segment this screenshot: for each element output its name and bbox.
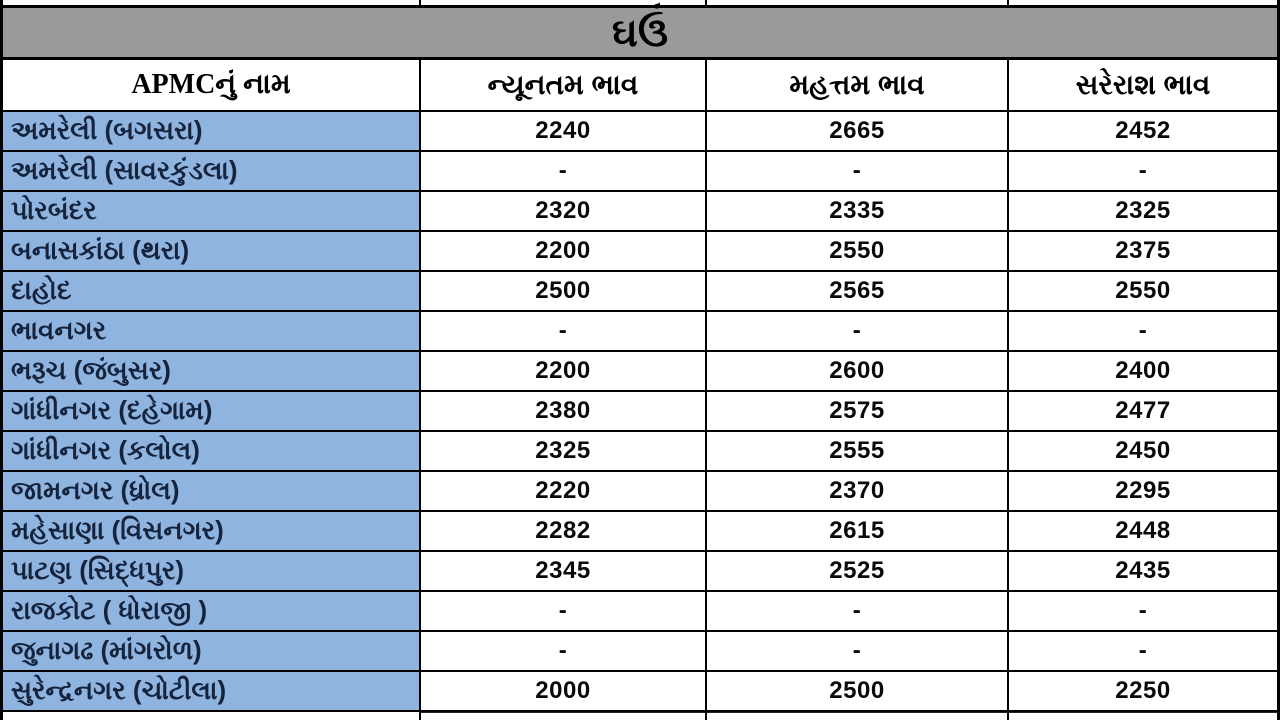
bottom-partial-cell bbox=[0, 712, 421, 720]
commodity-title: ઘઉં bbox=[611, 10, 669, 55]
apmc-name-cell: ગાંધીનગર (દહેગામ) bbox=[0, 392, 421, 432]
header-max-price: મહત્તમ ભાવ bbox=[707, 60, 1009, 112]
max-price-cell: 2525 bbox=[707, 552, 1009, 592]
avg-price-cell: 2325 bbox=[1009, 192, 1280, 232]
max-price-cell: - bbox=[707, 632, 1009, 672]
header-apmc-name: APMCનું નામ bbox=[0, 60, 421, 112]
apmc-row: ગાંધીનગર (દહેગામ) 2380 2575 2477 bbox=[0, 392, 1280, 432]
max-price-cell: 2500 bbox=[707, 672, 1009, 712]
avg-price-cell: - bbox=[1009, 312, 1280, 352]
apmc-row: અમરેલી (સાવરકુંડલા) - - - bbox=[0, 152, 1280, 192]
avg-price-cell: - bbox=[1009, 152, 1280, 192]
min-price-cell: 2380 bbox=[421, 392, 707, 432]
max-price-cell: 2615 bbox=[707, 512, 1009, 552]
max-price-cell: - bbox=[707, 592, 1009, 632]
avg-price-cell: 2448 bbox=[1009, 512, 1280, 552]
bottom-partial-cell bbox=[421, 712, 707, 720]
apmc-row: પોરબંદર 2320 2335 2325 bbox=[0, 192, 1280, 232]
apmc-row: દાહોદ 2500 2565 2550 bbox=[0, 272, 1280, 312]
max-price-cell: 2575 bbox=[707, 392, 1009, 432]
commodity-title-band: ઘઉં bbox=[0, 5, 1280, 60]
header-min-price: ન્યૂનતમ ભાવ bbox=[421, 60, 707, 112]
apmc-name-cell: સુરેન્દ્રનગર (ચોટીલા) bbox=[0, 672, 421, 712]
apmc-name-cell: રાજકોટ ( ધોરાજી ) bbox=[0, 592, 421, 632]
avg-price-cell: 2435 bbox=[1009, 552, 1280, 592]
table-body: અમરેલી (બગસરા) 2240 2665 2452 અમરેલી (સા… bbox=[0, 112, 1280, 712]
apmc-row: જુનાગઢ (માંગરોળ) - - - bbox=[0, 632, 1280, 672]
min-price-cell: 2200 bbox=[421, 232, 707, 272]
max-price-cell: 2550 bbox=[707, 232, 1009, 272]
apmc-name-cell: ભાવનગર bbox=[0, 312, 421, 352]
min-price-cell: - bbox=[421, 312, 707, 352]
apmc-row: અમરેલી (બગસરા) 2240 2665 2452 bbox=[0, 112, 1280, 152]
min-price-cell: 2345 bbox=[421, 552, 707, 592]
apmc-row: ભાવનગર - - - bbox=[0, 312, 1280, 352]
top-partial-cell bbox=[421, 0, 707, 5]
min-price-cell: 2200 bbox=[421, 352, 707, 392]
apmc-name-cell: અમરેલી (સાવરકુંડલા) bbox=[0, 152, 421, 192]
max-price-cell: - bbox=[707, 152, 1009, 192]
avg-price-cell: 2452 bbox=[1009, 112, 1280, 152]
apmc-name-cell: ભરૂચ (જંબુસર) bbox=[0, 352, 421, 392]
apmc-name-cell: જુનાગઢ (માંગરોળ) bbox=[0, 632, 421, 672]
avg-price-cell: 2400 bbox=[1009, 352, 1280, 392]
top-partial-row bbox=[0, 0, 1280, 5]
min-price-cell: - bbox=[421, 592, 707, 632]
min-price-cell: 2500 bbox=[421, 272, 707, 312]
avg-price-cell: 2295 bbox=[1009, 472, 1280, 512]
apmc-row: બનાસકાંઠા (થરા) 2200 2550 2375 bbox=[0, 232, 1280, 272]
top-partial-cell bbox=[0, 0, 421, 5]
apmc-row: ભરૂચ (જંબુસર) 2200 2600 2400 bbox=[0, 352, 1280, 392]
min-price-cell: 2000 bbox=[421, 672, 707, 712]
max-price-cell: 2565 bbox=[707, 272, 1009, 312]
min-price-cell: 2282 bbox=[421, 512, 707, 552]
bottom-partial-cell bbox=[1009, 712, 1280, 720]
apmc-row: સુરેન્દ્રનગર (ચોટીલા) 2000 2500 2250 bbox=[0, 672, 1280, 712]
min-price-cell: 2220 bbox=[421, 472, 707, 512]
apmc-row: મહેસાણા (વિસનગર) 2282 2615 2448 bbox=[0, 512, 1280, 552]
apmc-row: જામનગર (ધ્રોલ) 2220 2370 2295 bbox=[0, 472, 1280, 512]
avg-price-cell: - bbox=[1009, 632, 1280, 672]
apmc-name-cell: મહેસાણા (વિસનગર) bbox=[0, 512, 421, 552]
max-price-cell: 2335 bbox=[707, 192, 1009, 232]
apmc-name-cell: અમરેલી (બગસરા) bbox=[0, 112, 421, 152]
avg-price-cell: 2550 bbox=[1009, 272, 1280, 312]
max-price-cell: 2555 bbox=[707, 432, 1009, 472]
apmc-name-cell: ગાંધીનગર (કલોલ) bbox=[0, 432, 421, 472]
header-avg-price: સરેરાશ ભાવ bbox=[1009, 60, 1280, 112]
max-price-cell: 2600 bbox=[707, 352, 1009, 392]
bottom-partial-row bbox=[0, 712, 1280, 720]
avg-price-cell: 2477 bbox=[1009, 392, 1280, 432]
bottom-partial-cell bbox=[707, 712, 1009, 720]
apmc-name-cell: બનાસકાંઠા (થરા) bbox=[0, 232, 421, 272]
min-price-cell: - bbox=[421, 152, 707, 192]
top-partial-cell bbox=[1009, 0, 1280, 5]
avg-price-cell: 2375 bbox=[1009, 232, 1280, 272]
avg-price-cell: 2250 bbox=[1009, 672, 1280, 712]
apmc-name-cell: પાટણ (સિદ્ધપુર) bbox=[0, 552, 421, 592]
min-price-cell: 2325 bbox=[421, 432, 707, 472]
table-header-row: APMCનું નામ ન્યૂનતમ ભાવ મહત્તમ ભાવ સરેરા… bbox=[0, 60, 1280, 112]
min-price-cell: 2240 bbox=[421, 112, 707, 152]
max-price-cell: - bbox=[707, 312, 1009, 352]
apmc-row: ગાંધીનગર (કલોલ) 2325 2555 2450 bbox=[0, 432, 1280, 472]
apmc-row: રાજકોટ ( ધોરાજી ) - - - bbox=[0, 592, 1280, 632]
min-price-cell: 2320 bbox=[421, 192, 707, 232]
max-price-cell: 2370 bbox=[707, 472, 1009, 512]
apmc-name-cell: દાહોદ bbox=[0, 272, 421, 312]
apmc-name-cell: જામનગર (ધ્રોલ) bbox=[0, 472, 421, 512]
min-price-cell: - bbox=[421, 632, 707, 672]
max-price-cell: 2665 bbox=[707, 112, 1009, 152]
avg-price-cell: 2450 bbox=[1009, 432, 1280, 472]
apmc-name-cell: પોરબંદર bbox=[0, 192, 421, 232]
avg-price-cell: - bbox=[1009, 592, 1280, 632]
apmc-row: પાટણ (સિદ્ધપુર) 2345 2525 2435 bbox=[0, 552, 1280, 592]
top-partial-cell bbox=[707, 0, 1009, 5]
